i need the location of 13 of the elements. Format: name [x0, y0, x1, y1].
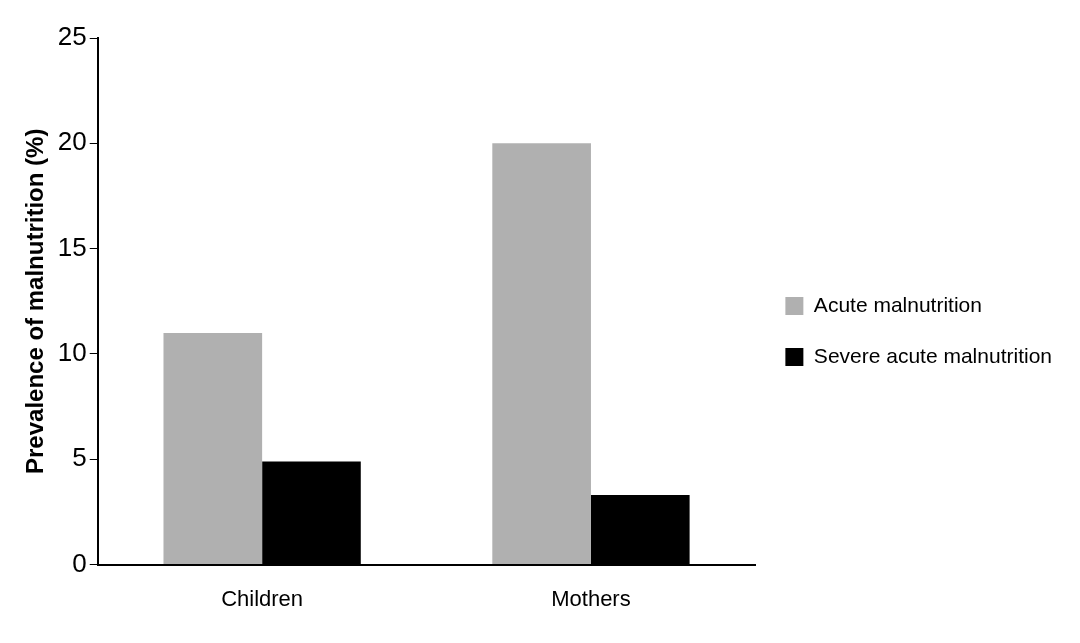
y-tick-label: 25: [57, 21, 87, 52]
y-tick-label: 10: [57, 337, 87, 368]
y-axis-title: Prevalence of malnutrition (%): [21, 128, 49, 474]
x-tick-label: Mothers: [551, 585, 631, 611]
y-tick-label: 5: [72, 442, 87, 473]
x-tick-label: Children: [221, 585, 304, 611]
y-tick-label: 0: [72, 547, 87, 578]
legend-label: Acute malnutrition: [813, 292, 982, 316]
bar: [492, 143, 591, 565]
y-tick-label: 20: [57, 126, 87, 157]
bar: [163, 332, 263, 565]
legend-label: Severe acute malnutrition: [813, 343, 1053, 367]
y-tick-label: 15: [57, 231, 87, 262]
